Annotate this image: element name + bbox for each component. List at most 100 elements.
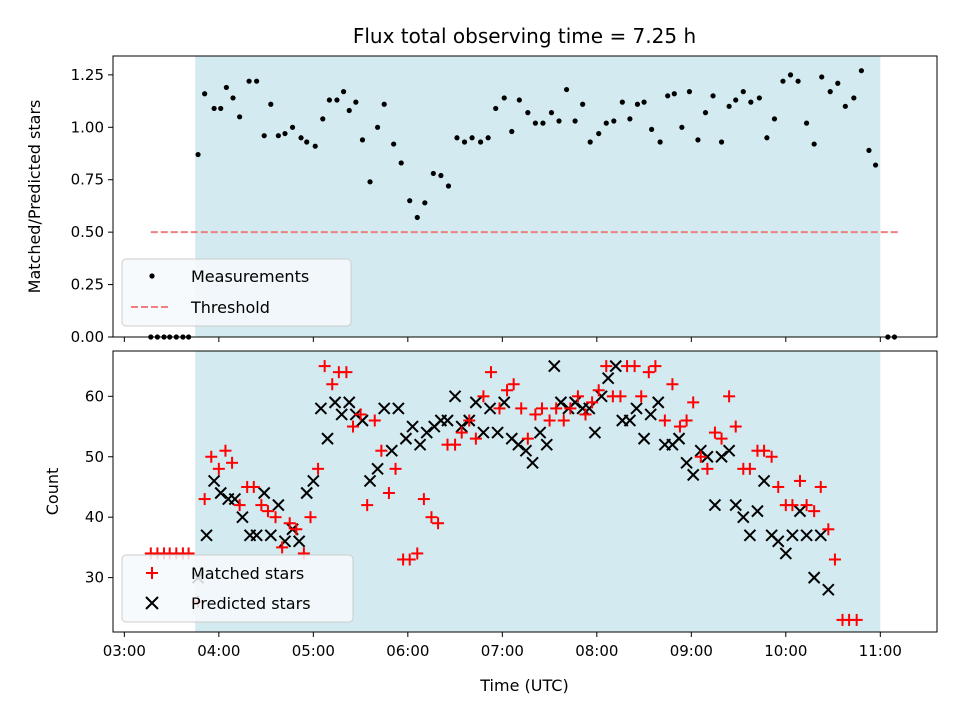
predicted-stars-point — [250, 529, 263, 542]
matched-stars-point — [403, 553, 416, 566]
measurement-point — [780, 78, 786, 84]
x-tick-label: 03:00 — [103, 642, 146, 660]
matched-stars-point — [786, 499, 799, 512]
matched-stars-point — [673, 420, 686, 433]
bottom-axes-frame — [112, 350, 938, 633]
measurement-point — [414, 214, 420, 221]
measurement-point — [740, 89, 746, 95]
matched-stars-point — [469, 432, 482, 445]
measurement-point — [563, 86, 570, 93]
matched-stars-point — [507, 378, 520, 391]
measurement-point — [603, 120, 609, 126]
measurement-point — [246, 78, 252, 84]
predicted-stars-point — [441, 414, 454, 427]
measurement-point — [748, 99, 754, 105]
x-tick-label: 09:00 — [670, 642, 713, 660]
matched-stars-point — [694, 450, 707, 463]
chart-title: Flux total observing time = 7.25 h — [353, 24, 696, 48]
measurement-point — [540, 120, 546, 126]
measurement-point — [268, 101, 274, 107]
predicted-stars-point — [228, 492, 242, 506]
measurement-point — [525, 110, 531, 116]
predicted-stars-point — [652, 396, 665, 409]
predicted-stars-point — [708, 498, 722, 512]
measurement-point — [454, 135, 460, 141]
top-y-tick-label: 0.50 — [71, 223, 104, 241]
predicted-stars-point — [533, 426, 547, 439]
measurement-point — [858, 68, 865, 74]
matched-stars-legend-label: Matched stars — [191, 564, 304, 583]
predicted-stars-point — [321, 432, 334, 445]
measurement-point — [430, 170, 436, 177]
predicted-stars-point — [672, 432, 686, 445]
measurement-point — [787, 72, 794, 78]
measurement-point — [469, 135, 475, 141]
predicted-stars-point — [822, 583, 835, 596]
measurement-point — [516, 97, 522, 103]
measurement-point — [756, 95, 762, 101]
x-tick-label: 07:00 — [481, 642, 524, 660]
measurement-point — [282, 130, 288, 137]
measurement-point — [461, 139, 468, 145]
measurement-point — [230, 95, 236, 101]
measurement-point — [422, 200, 428, 206]
matched-stars-point — [417, 493, 430, 506]
bottom-legend-box — [121, 554, 354, 623]
matched-stars-point — [361, 499, 374, 512]
matched-stars-point — [290, 523, 303, 536]
bottom-y-tick-label: 60 — [85, 387, 104, 405]
matched-stars-point — [743, 462, 756, 475]
matched-stars-point — [666, 378, 679, 391]
bottom-y-axis-label: Count — [43, 468, 62, 516]
measurement-point — [665, 93, 671, 99]
measurement-point — [803, 120, 810, 126]
top-y-tick-label: 0.25 — [71, 276, 104, 294]
matched-stars-point — [425, 511, 438, 524]
predicted-stars-point — [307, 474, 320, 488]
matched-stars-point — [614, 390, 627, 403]
measurement-point — [641, 99, 647, 105]
matched-stars-point — [649, 360, 662, 373]
measurement-point — [261, 133, 267, 139]
measurement-point — [218, 105, 224, 112]
matched-stars-point — [828, 553, 841, 566]
matched-stars-point — [477, 390, 490, 403]
measurement-point — [764, 135, 770, 141]
matched-stars-point — [261, 505, 274, 518]
matched-stars-point — [536, 402, 549, 415]
predicted-stars-point — [328, 396, 342, 409]
top-y-tick-label: 0.75 — [71, 171, 104, 189]
measurement-point — [254, 78, 260, 84]
matched-stars-point — [715, 432, 728, 445]
bottom-y-tick-label: 50 — [85, 448, 104, 466]
matched-stars-point — [382, 487, 395, 500]
predicted-stars-point — [793, 504, 807, 518]
measurement-point — [477, 139, 484, 145]
predicted-stars-point — [292, 535, 306, 548]
matched-stars-point — [772, 480, 785, 493]
predicted-stars-point — [751, 504, 764, 518]
predicted-stars-point — [483, 402, 497, 415]
measurement-point — [851, 95, 857, 101]
bottom-legend: Matched stars Predicted stars — [121, 554, 354, 623]
predicted-stars-point — [540, 438, 553, 451]
matched-stars-point — [564, 402, 577, 415]
matched-stars-point — [411, 547, 424, 560]
predicted-stars-point — [701, 450, 714, 463]
matched-stars-point — [226, 456, 239, 469]
matched-stars-point — [822, 523, 835, 536]
measurement-point — [866, 147, 872, 153]
measurement-point — [718, 139, 725, 145]
predicted-stars-point — [335, 408, 348, 421]
top-legend-box — [121, 258, 352, 327]
measurement-point — [312, 143, 318, 149]
measurement-point — [580, 101, 586, 107]
matched-stars-point — [375, 444, 388, 457]
matched-stars-point — [550, 402, 563, 415]
measurement-point — [275, 133, 281, 139]
predicted-stars-point — [623, 414, 637, 427]
top-legend: Measurements Threshold — [121, 258, 352, 327]
matched-stars-point — [493, 402, 506, 415]
matched-stars-point — [340, 366, 353, 379]
